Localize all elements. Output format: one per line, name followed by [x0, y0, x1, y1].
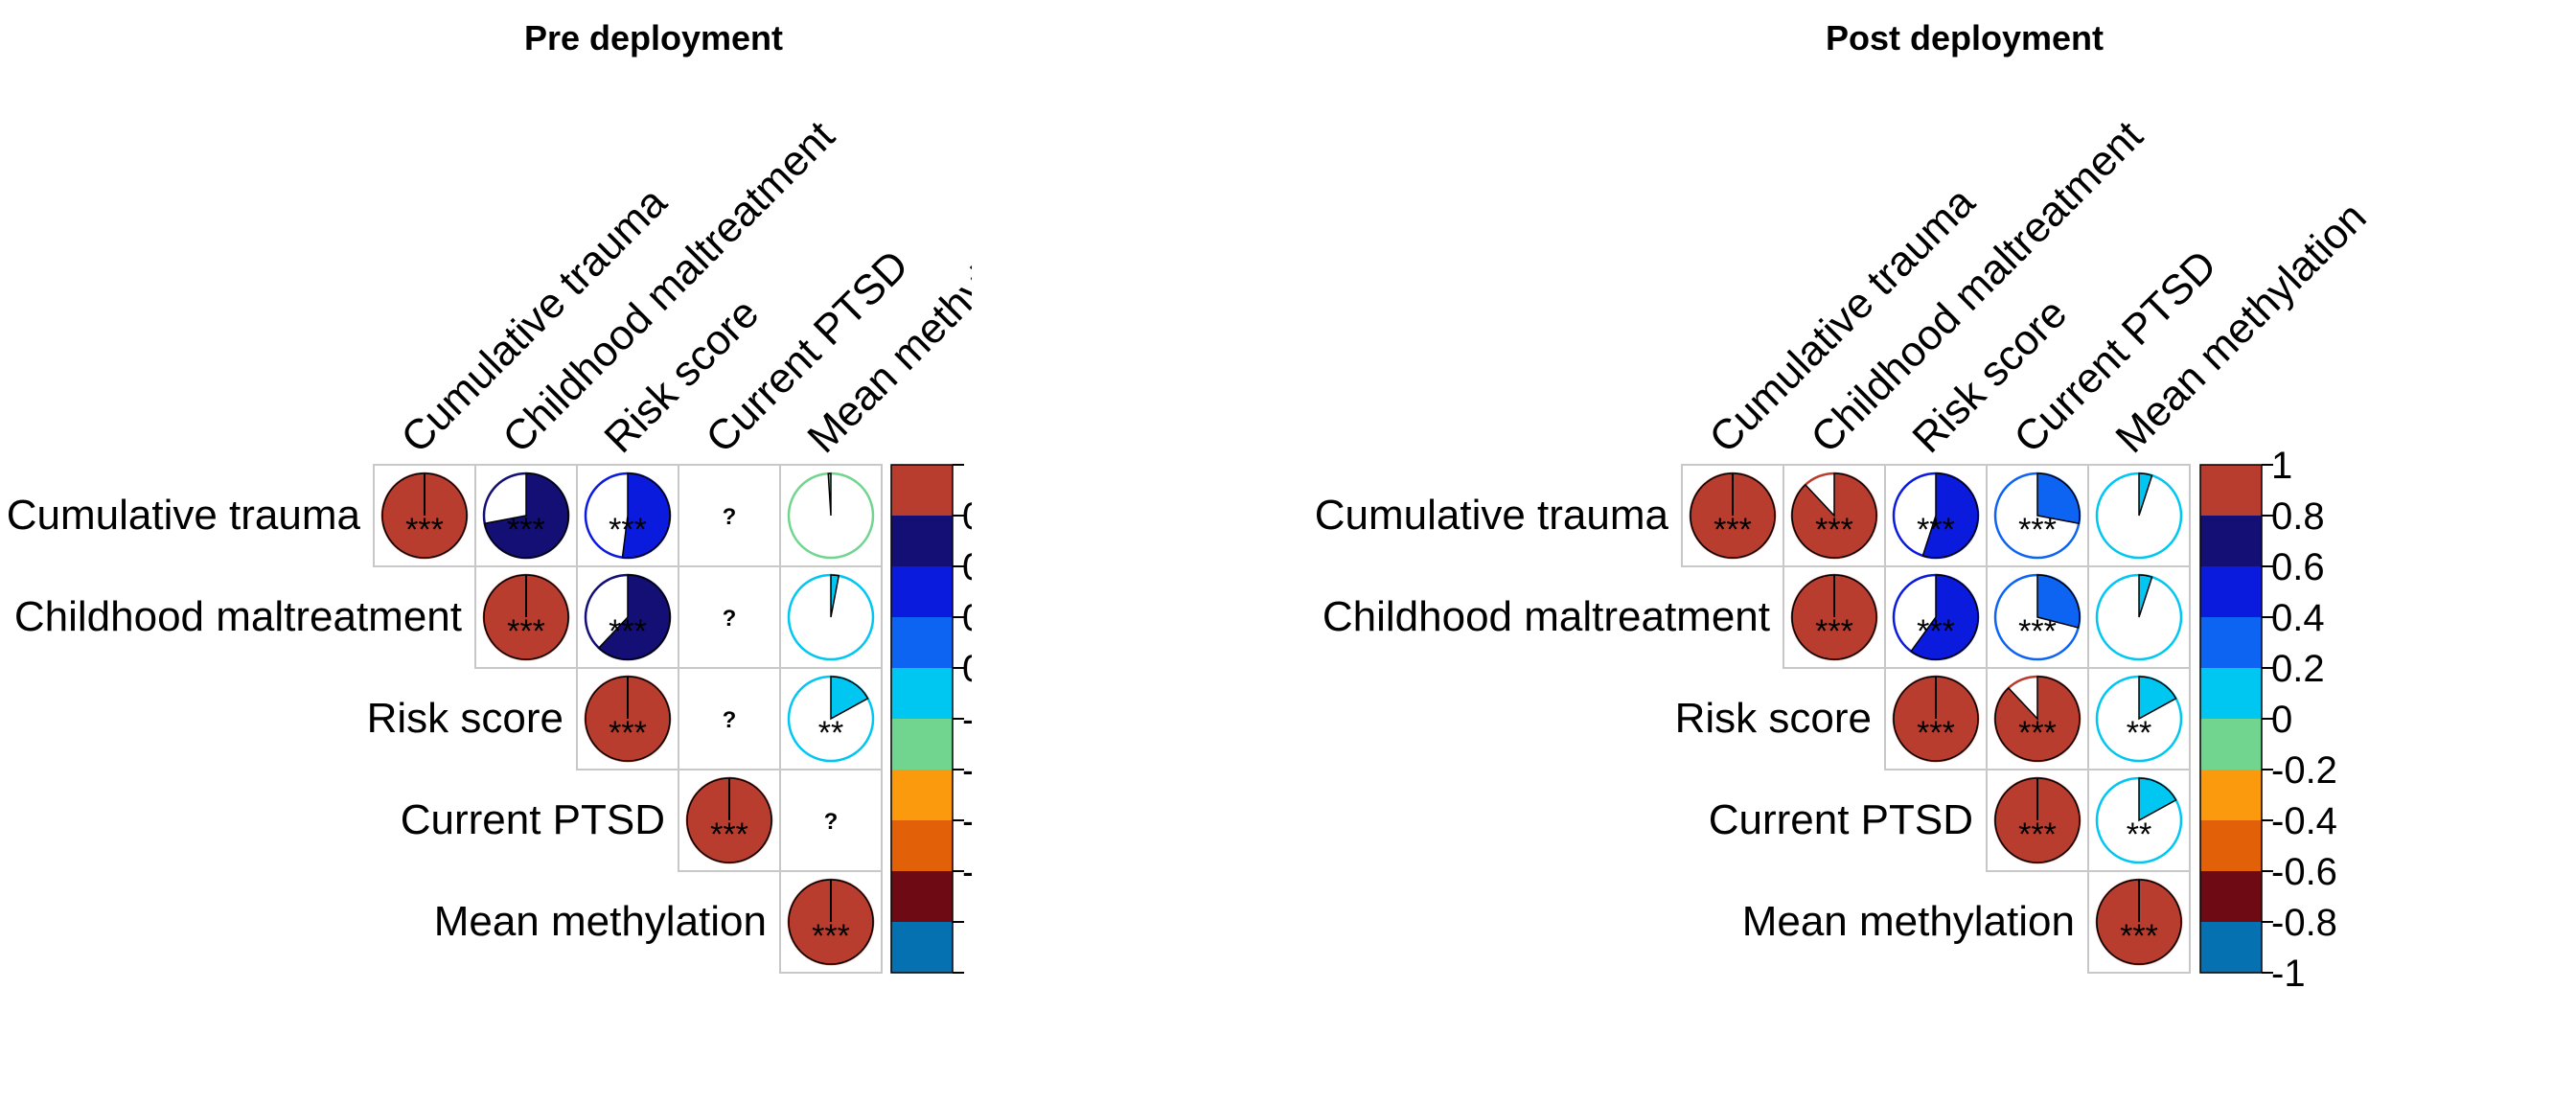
colorbar-segment — [891, 719, 953, 770]
colorbar-segment — [2200, 770, 2262, 820]
colorbar-tick-label: -( — [962, 851, 988, 893]
row-label-risk-score: Risk score — [367, 695, 564, 742]
colorbar-tick-label: 0 — [962, 495, 983, 538]
colorbar-segment — [891, 465, 953, 516]
colorbar-segment — [891, 617, 953, 668]
colorbar-segment — [2200, 617, 2262, 668]
grid-cell — [779, 870, 883, 974]
colorbar-segment — [891, 566, 953, 617]
significance-label: *** — [609, 512, 647, 548]
colorbar-segment — [2200, 871, 2262, 922]
row-label-mean-methylation: Mean methylation — [434, 898, 767, 945]
colorbar-segment — [891, 770, 953, 820]
significance-label: *** — [405, 512, 444, 548]
panel-pre-deployment: Pre deployment Cumulative trauma Childhood… — [7, 18, 988, 974]
missing-marker: ? — [723, 707, 737, 733]
colorbar-segment — [2200, 668, 2262, 719]
row-label-cumulative-trauma: Cumulative trauma — [1315, 492, 1669, 539]
grid-cell — [2087, 870, 2191, 974]
significance-label: *** — [1917, 613, 1955, 650]
significance-label: *** — [2018, 816, 2057, 853]
colorbar-tick-label: 0 — [962, 648, 983, 690]
colorbar-tick-label: 0 — [962, 597, 983, 639]
significance-label: ** — [2127, 715, 2151, 751]
pie-slice — [1791, 472, 1877, 559]
colorbar-segment — [2200, 516, 2262, 566]
significance-label: *** — [1917, 715, 1955, 751]
pie-slice — [2036, 574, 2081, 629]
colorbar-tick-label: -( — [962, 800, 988, 842]
significance-label: ** — [2127, 816, 2151, 853]
row-label-childhood-maltreatment: Childhood maltreatment — [14, 593, 462, 640]
significance-label: *** — [507, 613, 545, 650]
colorbar-tick-label: -( — [962, 699, 988, 741]
significance-label: *** — [1815, 613, 1853, 650]
colorbar-tick-label: -0.4 — [2271, 800, 2337, 842]
colorbar-tick-label: 0.2 — [2271, 648, 2325, 690]
colorbar-tick-label: 0.6 — [2271, 546, 2325, 588]
significance-label: *** — [2018, 613, 2057, 650]
chart-title: Pre deployment — [524, 18, 783, 58]
missing-marker: ? — [723, 504, 737, 530]
significance-label: ** — [818, 715, 843, 751]
row-label-risk-score: Risk score — [1675, 695, 1872, 742]
colorbar-segment — [2200, 820, 2262, 871]
significance-label: *** — [507, 512, 545, 548]
colorbar-tick-label: -0.2 — [2271, 749, 2337, 792]
panel-post-deployment: Post deployment Cumulative trauma Childhoo… — [1315, 18, 2376, 995]
significance-label: *** — [609, 715, 647, 751]
colorbar-tick-label: 0.4 — [2271, 597, 2325, 639]
colorbar-tick-label: 0 — [2271, 699, 2292, 741]
significance-label: *** — [812, 918, 850, 954]
pie-slice — [1921, 472, 1979, 559]
row-label-current-ptsd: Current PTSD — [401, 796, 665, 843]
colorbar-segment — [2200, 465, 2262, 516]
colorbar-tick-label: -1 — [2271, 953, 2306, 995]
pie-slice — [830, 676, 869, 721]
colorbar-tick-label: 1 — [2271, 445, 2292, 487]
row-label-mean-methylation: Mean methylation — [1742, 898, 2075, 945]
colorbar-segment — [2200, 922, 2262, 973]
colorbar-tick-label: 0 — [962, 546, 983, 588]
row-label-childhood-maltreatment: Childhood maltreatment — [1322, 593, 1770, 640]
row-label-cumulative-trauma: Cumulative trauma — [7, 492, 361, 539]
pie-slice — [1910, 574, 1979, 660]
colorbar-tick-label: 0.8 — [2271, 495, 2325, 538]
pie-slice — [830, 574, 840, 618]
pie-slice — [827, 472, 832, 517]
significance-label: *** — [710, 816, 748, 853]
pie-slice — [2138, 777, 2177, 822]
pie-slice — [1994, 676, 2081, 762]
colorbar-tick-label: -0.8 — [2271, 902, 2337, 944]
chart-title: Post deployment — [1826, 18, 2104, 58]
colorbar-segment — [2200, 566, 2262, 617]
pie-slice — [483, 472, 569, 559]
missing-marker: ? — [723, 606, 737, 632]
row-label-current-ptsd: Current PTSD — [1709, 796, 1973, 843]
significance-label: *** — [2018, 715, 2057, 751]
colorbar-segment — [891, 668, 953, 719]
pie-slice — [2138, 676, 2177, 721]
pie-slice — [2036, 472, 2081, 525]
colorbar-tick-label: -0.6 — [2271, 851, 2337, 893]
colorbar-segment — [2200, 719, 2262, 770]
colorbar-tick-label: -( — [962, 749, 988, 792]
colorbar-segment — [891, 516, 953, 566]
significance-label: *** — [1815, 512, 1853, 548]
missing-marker: ? — [824, 809, 839, 835]
pie-slice — [621, 472, 671, 559]
significance-label: *** — [2018, 512, 2057, 548]
pie-slice — [2138, 472, 2153, 517]
significance-label: *** — [1714, 512, 1752, 548]
colorbar-segment — [891, 820, 953, 871]
significance-label: *** — [1917, 512, 1955, 548]
pie-slice — [597, 574, 671, 660]
pie-slice — [2138, 574, 2153, 618]
colorbar-segment — [891, 871, 953, 922]
colorbar-segment — [891, 922, 953, 973]
significance-label: *** — [609, 613, 647, 650]
significance-label: *** — [2120, 918, 2158, 954]
